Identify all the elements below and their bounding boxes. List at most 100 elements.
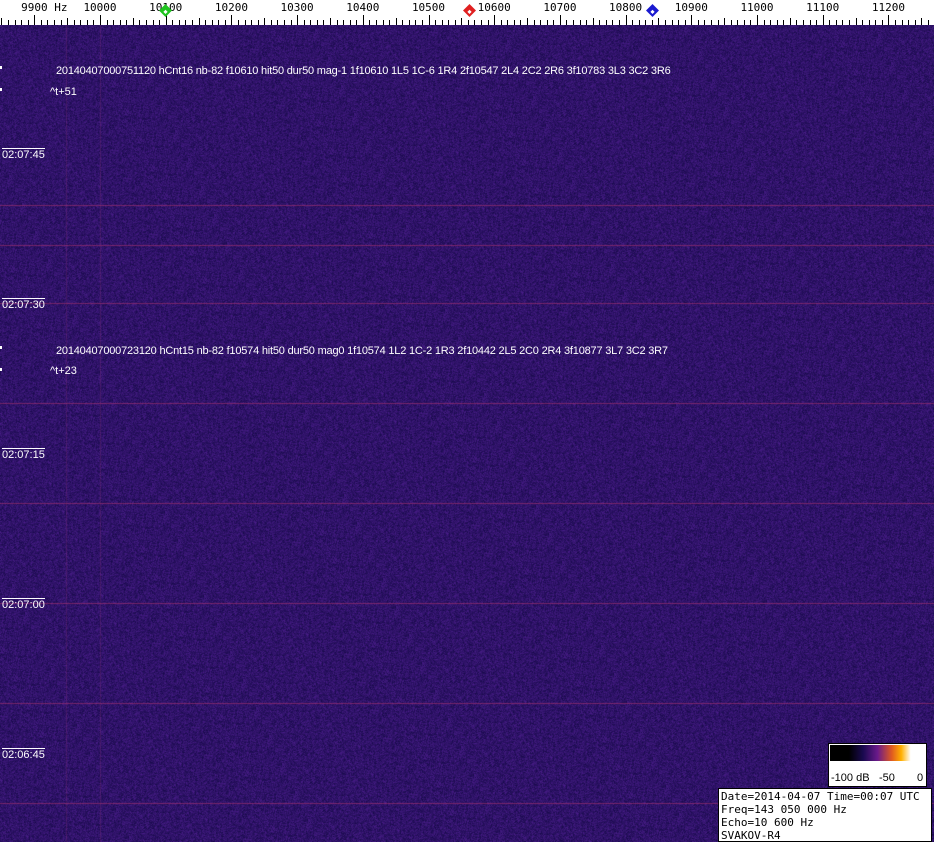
frequency-tick <box>271 20 272 25</box>
frequency-tick <box>61 20 62 25</box>
frequency-tick <box>908 20 909 25</box>
blue-frequency-marker-icon[interactable] <box>646 4 660 17</box>
frequency-tick <box>179 20 180 25</box>
frequency-tick <box>212 20 213 25</box>
frequency-tick <box>323 20 324 25</box>
frequency-tick <box>159 20 160 25</box>
frequency-tick <box>770 20 771 25</box>
frequency-tick <box>895 20 896 25</box>
frequency-tick <box>120 20 121 25</box>
frequency-tick <box>658 18 659 25</box>
frequency-tick <box>185 20 186 25</box>
time-label: 02:07:00 <box>2 598 45 611</box>
frequency-tick <box>251 20 252 25</box>
frequency-tick <box>902 20 903 25</box>
info-station: SVAKOV-R4 <box>721 829 781 842</box>
frequency-tick <box>849 20 850 25</box>
time-label: 02:07:30 <box>2 298 45 311</box>
frequency-tick <box>455 20 456 25</box>
frequency-tick <box>74 20 75 25</box>
frequency-tick <box>829 20 830 25</box>
scale-label-max: 0 <box>917 772 924 784</box>
detection-annotation: 20140407000723120 hCnt15 nb-82 f10574 hi… <box>56 345 668 357</box>
info-box: Date=2014-04-07 Time=00:07 UTC Freq=143 … <box>718 788 932 842</box>
frequency-tick <box>435 20 436 25</box>
frequency-tick <box>442 20 443 25</box>
frequency-label: 10000 <box>83 1 117 14</box>
frequency-tick <box>711 20 712 25</box>
frequency-tick <box>744 20 745 25</box>
frequency-tick <box>422 20 423 25</box>
frequency-tick <box>691 15 692 25</box>
frequency-tick <box>593 18 594 25</box>
frequency-tick <box>777 20 778 25</box>
frequency-tick <box>264 18 265 25</box>
frequency-tick <box>685 20 686 25</box>
detection-offset: ^t+23 <box>50 365 77 377</box>
frequency-tick <box>704 20 705 25</box>
frequency-tick <box>823 15 824 25</box>
red-frequency-marker-icon[interactable] <box>463 4 476 17</box>
frequency-tick <box>205 20 206 25</box>
frequency-tick <box>632 20 633 25</box>
frequency-tick <box>612 20 613 25</box>
info-frequency: Freq=143 050 000 Hz <box>721 803 847 816</box>
frequency-tick <box>468 20 469 25</box>
frequency-tick <box>304 20 305 25</box>
frequency-tick <box>1 18 2 25</box>
frequency-tick <box>225 20 226 25</box>
time-label: 02:07:45 <box>2 148 45 161</box>
frequency-tick <box>810 20 811 25</box>
frequency-tick <box>199 18 200 25</box>
frequency-tick <box>100 15 101 25</box>
detection-caret-icon <box>0 346 2 349</box>
frequency-tick <box>678 20 679 25</box>
frequency-tick <box>448 20 449 25</box>
frequency-tick <box>245 20 246 25</box>
frequency-tick <box>166 15 167 25</box>
frequency-tick <box>540 20 541 25</box>
frequency-tick <box>218 20 219 25</box>
frequency-tick <box>856 18 857 25</box>
frequency-tick <box>875 20 876 25</box>
frequency-tick <box>113 20 114 25</box>
frequency-tick <box>429 15 430 25</box>
frequency-tick <box>882 20 883 25</box>
frequency-tick <box>928 20 929 25</box>
frequency-tick <box>107 20 108 25</box>
frequency-tick <box>41 20 42 25</box>
frequency-tick <box>369 20 370 25</box>
frequency-label: 11200 <box>871 1 905 14</box>
frequency-tick <box>626 15 627 25</box>
frequency-label: 10800 <box>609 1 643 14</box>
time-label: 02:06:45 <box>2 748 45 761</box>
frequency-tick <box>28 20 29 25</box>
frequency-tick <box>731 20 732 25</box>
frequency-tick <box>415 20 416 25</box>
detection-caret-icon <box>0 66 2 69</box>
frequency-tick <box>330 18 331 25</box>
frequency-tick <box>665 20 666 25</box>
frequency-tick <box>619 20 620 25</box>
frequency-tick <box>297 15 298 25</box>
frequency-tick <box>553 20 554 25</box>
frequency-tick <box>317 20 318 25</box>
frequency-tick <box>350 20 351 25</box>
frequency-tick <box>376 20 377 25</box>
frequency-tick <box>862 20 863 25</box>
frequency-tick <box>146 20 147 25</box>
frequency-tick <box>652 20 653 25</box>
color-scale-gradient <box>830 745 925 761</box>
frequency-tick <box>639 20 640 25</box>
frequency-label: 9900 Hz <box>21 1 68 14</box>
info-echo: Echo=10 600 Hz <box>721 816 814 829</box>
frequency-tick <box>527 18 528 25</box>
frequency-tick <box>291 20 292 25</box>
frequency-tick <box>737 20 738 25</box>
frequency-axis: 9900 Hz100001010010200103001040010500106… <box>0 0 934 25</box>
frequency-tick <box>8 20 9 25</box>
frequency-tick <box>599 20 600 25</box>
frequency-tick <box>488 20 489 25</box>
frequency-tick <box>645 20 646 25</box>
